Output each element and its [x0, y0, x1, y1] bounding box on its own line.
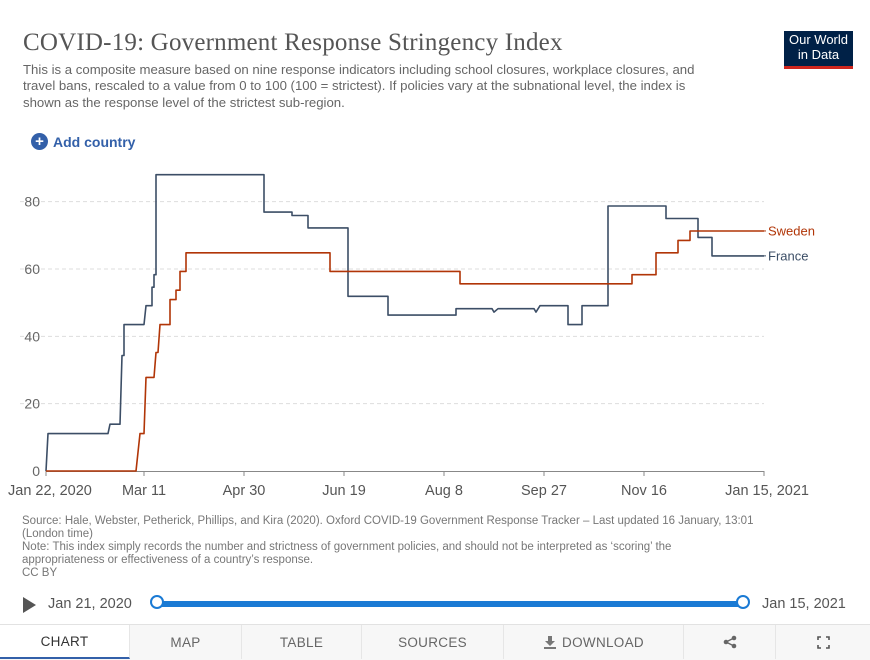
fullscreen-icon — [816, 635, 830, 649]
timeline-end-handle[interactable] — [736, 595, 750, 609]
add-country-label: Add country — [53, 133, 136, 150]
tab-sources-label: SOURCES — [398, 634, 467, 650]
x-tick-label: Aug 8 — [425, 483, 463, 499]
series-line-france — [45, 173, 764, 472]
logo-line-1: Our World — [789, 32, 848, 47]
series-label-sweden: Sweden — [768, 223, 815, 238]
download-icon — [544, 636, 557, 649]
plus-circle-icon: + — [31, 133, 48, 150]
chart-title: COVID-19: Government Response Stringency… — [23, 29, 563, 56]
play-icon[interactable] — [23, 597, 36, 613]
share-icon — [723, 635, 736, 649]
x-tick-label: Apr 30 — [223, 483, 266, 499]
x-tick-label: Mar 11 — [122, 483, 166, 499]
tab-table-label: TABLE — [279, 634, 324, 650]
y-tick-label: 0 — [32, 463, 40, 479]
timeline-start-label: Jan 21, 2020 — [48, 596, 132, 612]
timeline: Jan 21, 2020 Jan 15, 2021 — [0, 592, 870, 618]
x-tick-label: Sep 27 — [521, 483, 567, 499]
chart-subtitle: This is a composite measure based on nin… — [23, 62, 695, 110]
share-button[interactable] — [684, 625, 776, 659]
tab-download[interactable]: DOWNLOAD — [504, 625, 684, 659]
x-tick-label: Jun 19 — [322, 483, 366, 499]
timeline-track[interactable] — [157, 601, 744, 607]
logo-line-2: in Data — [797, 46, 840, 62]
tab-map[interactable]: MAP — [130, 625, 242, 659]
series-label-france: France — [768, 248, 808, 263]
source-line-1: Source: Hale, Webster, Petherick, Philli… — [22, 515, 754, 527]
line-chart: 0 20 40 60 80 Jan 22, 2020 Mar 11 Apr 30 Jun 19 A… — [8, 173, 815, 499]
timeline-start-handle[interactable] — [150, 595, 164, 609]
tab-download-label: DOWNLOAD — [562, 634, 644, 650]
x-tick-label: Jan 15, 2021 — [725, 483, 809, 499]
tab-sources[interactable]: SOURCES — [362, 625, 504, 659]
tab-map-label: MAP — [170, 634, 201, 650]
source-line-4: appropriateness or effectiveness of a co… — [22, 554, 314, 566]
x-tick-label: Nov 16 — [621, 483, 667, 499]
tab-bar: CHART MAP TABLE SOURCES DOWNLOAD — [0, 624, 870, 660]
y-tick-label: 20 — [24, 396, 40, 412]
x-tick-label: Jan 22, 2020 — [8, 483, 92, 499]
license-label: CC BY — [22, 567, 58, 579]
add-country-button[interactable]: + Add country — [31, 133, 135, 150]
y-tick-label: 60 — [24, 261, 40, 277]
source-line-3: Note: This index simply records the numb… — [22, 541, 672, 553]
fullscreen-button[interactable] — [776, 625, 870, 659]
tab-chart[interactable]: CHART — [0, 625, 130, 659]
source-note: Source: Hale, Webster, Petherick, Philli… — [22, 515, 782, 580]
timeline-fill — [157, 601, 744, 607]
timeline-end-label: Jan 15, 2021 — [762, 596, 846, 612]
tab-table[interactable]: TABLE — [242, 625, 362, 659]
source-line-2: (London time) — [22, 528, 93, 540]
series-line-sweden — [46, 230, 764, 472]
our-world-in-data-logo[interactable]: Our World in Data — [784, 31, 853, 69]
y-tick-label: 80 — [24, 194, 40, 210]
y-tick-label: 40 — [24, 328, 40, 344]
tab-chart-label: CHART — [40, 633, 89, 649]
